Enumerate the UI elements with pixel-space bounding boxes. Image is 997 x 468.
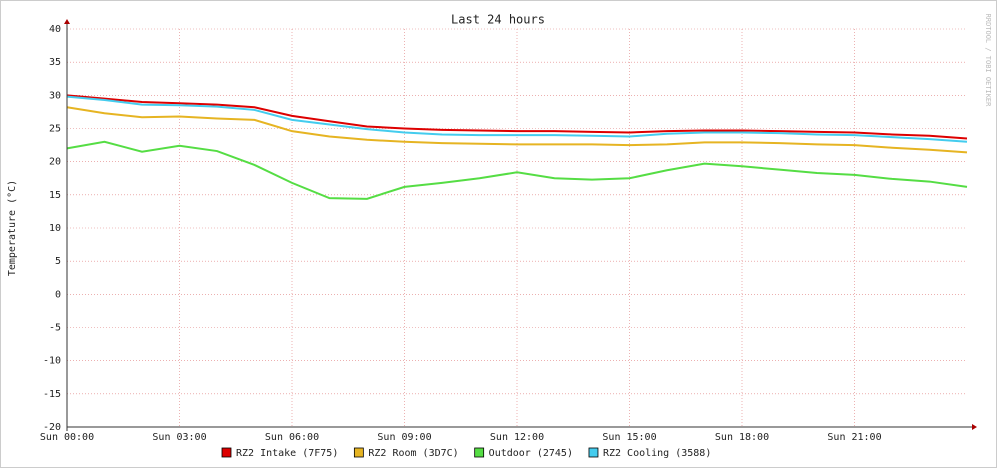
legend-label: RZ2 Room (3D7C) [368,448,458,459]
x-tick-label: Sun 21:00 [827,432,881,443]
y-tick-label: 20 [49,157,61,168]
y-tick-label: 35 [49,57,61,68]
y-arrow [64,19,70,24]
y-tick-label: -15 [43,389,61,400]
plot [66,94,968,200]
legend-swatch [353,447,364,458]
x-arrow [972,424,977,430]
y-tick-label: 40 [49,24,61,35]
y-axis-label: Temperature (°C) [7,180,18,276]
legend-swatch [221,447,232,458]
series-line [66,140,968,200]
y-tick-label: 25 [49,124,61,135]
x-tick-label: Sun 12:00 [490,432,544,443]
legend-swatch [474,447,485,458]
x-tick-label: Sun 09:00 [377,432,431,443]
legend: RZ2 Intake (7F75) RZ2 Room (3D7C) Outdoor … [221,447,711,459]
x-tick-label: Sun 03:00 [152,432,206,443]
y-tick-label: -20 [43,422,61,433]
y-tick-label: 30 [49,90,61,101]
legend-swatch [588,447,599,458]
y-tick-label: 5 [55,256,61,267]
legend-label: RZ2 Intake (7F75) [236,448,338,459]
x-tick-label: Sun 18:00 [715,432,769,443]
y-tick-label: -10 [43,356,61,367]
x-tick-label: Sun 15:00 [602,432,656,443]
chart-title: Last 24 hours [451,13,545,27]
y-tick-label: 0 [55,289,61,300]
series-line [66,95,968,143]
y-tick-label: 10 [49,223,61,234]
legend-label: RZ2 Cooling (3588) [603,448,711,459]
y-tick-label: -5 [49,323,61,334]
y-tick-label: 15 [49,190,61,201]
watermark: RRDTOOL / TOBI OETIKER [984,14,992,108]
series-line [66,106,968,154]
series-line [66,94,968,140]
legend-label: Outdoor (2745) [489,448,573,459]
x-tick-label: Sun 06:00 [265,432,319,443]
x-tick-label: Sun 00:00 [40,432,94,443]
